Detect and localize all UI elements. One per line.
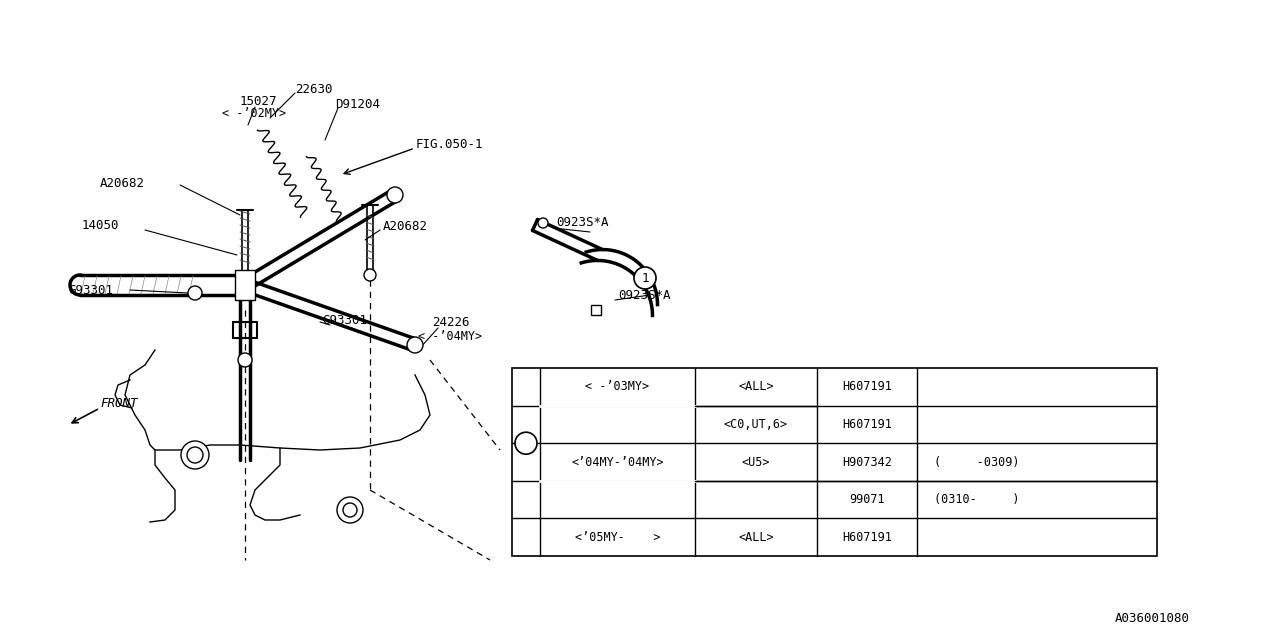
Circle shape [187,447,204,463]
Text: FIG.050-1: FIG.050-1 [416,138,484,150]
Text: G93301: G93301 [68,284,113,296]
Text: < -’04MY>: < -’04MY> [419,330,483,342]
Text: D91204: D91204 [335,97,380,111]
Bar [236,270,255,300]
Text: H607191: H607191 [842,418,892,431]
Text: 22630: 22630 [294,83,333,95]
Bar [591,305,602,315]
Text: 24226: 24226 [433,316,470,328]
Text: 1: 1 [522,436,530,450]
Text: FRONT: FRONT [100,397,137,410]
Text: A20682: A20682 [383,220,428,232]
Text: H907342: H907342 [842,456,892,468]
Circle shape [407,337,422,353]
Text: A20682: A20682 [100,177,145,189]
Text: 0923S*A: 0923S*A [556,216,608,228]
Circle shape [515,432,538,454]
Text: <’05MY-    >: <’05MY- > [575,531,660,544]
Text: (0310-     ): (0310- ) [934,493,1020,506]
Text: <C0,UT,6>: <C0,UT,6> [724,418,788,431]
Text: <ALL>: <ALL> [739,531,774,544]
Text: <ALL>: <ALL> [739,380,774,394]
Circle shape [180,441,209,469]
Circle shape [538,218,548,228]
Text: (     -0309): ( -0309) [934,456,1020,468]
Text: A036001080: A036001080 [1115,611,1190,625]
Circle shape [343,503,357,517]
Circle shape [387,187,403,203]
Circle shape [364,269,376,281]
Text: <U5>: <U5> [741,456,771,468]
Text: <’04MY-’04MY>: <’04MY-’04MY> [571,456,664,468]
Text: 1: 1 [641,271,649,285]
Text: 99071: 99071 [849,493,884,506]
Text: < -’02MY>: < -’02MY> [221,106,287,120]
Circle shape [634,267,657,289]
Circle shape [188,286,202,300]
Circle shape [337,497,364,523]
Text: H607191: H607191 [842,380,892,394]
Text: 14050: 14050 [82,218,119,232]
Text: 15027: 15027 [241,95,278,108]
Circle shape [238,353,252,367]
Text: < -’03MY>: < -’03MY> [585,380,649,394]
Text: 0923S*A: 0923S*A [618,289,671,301]
Text: G93301: G93301 [323,314,367,326]
Bar [512,368,1157,556]
Text: H607191: H607191 [842,531,892,544]
